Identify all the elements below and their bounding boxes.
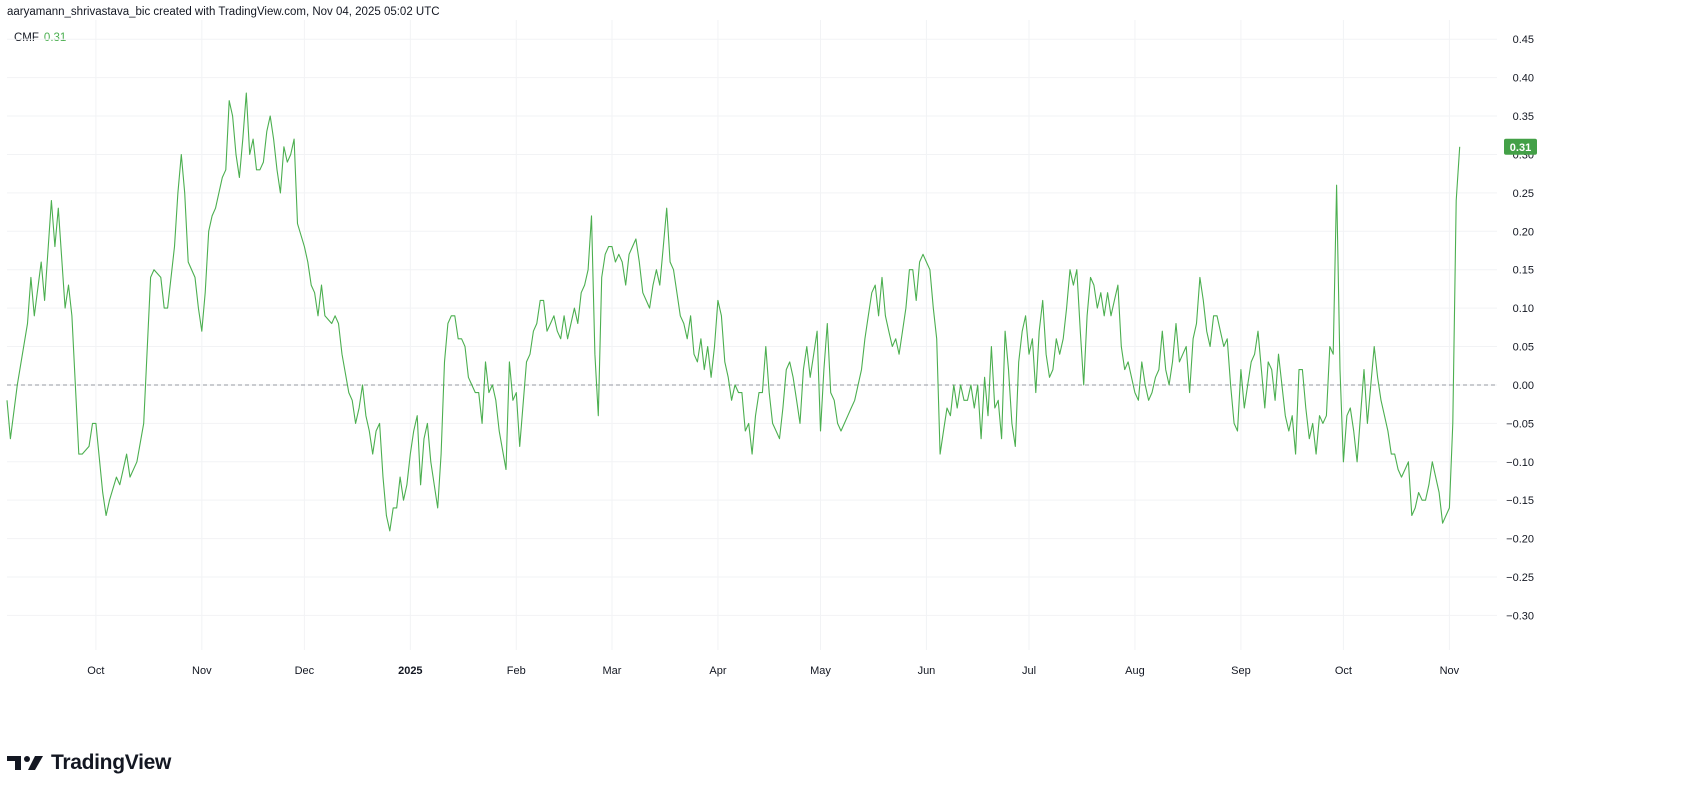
last-value-badge-bg <box>1504 138 1537 155</box>
x-tick-label: Nov <box>1440 665 1460 677</box>
x-tick-label: Aug <box>1125 665 1145 677</box>
y-tick-label: 0.40 <box>1513 73 1534 85</box>
x-tick-label: Oct <box>87 665 104 677</box>
x-tick-label: Dec <box>295 665 315 677</box>
x-tick-label: Feb <box>507 665 526 677</box>
x-tick-label: Apr <box>709 665 726 677</box>
y-tick-label: −0.25 <box>1506 572 1534 584</box>
y-tick-label: −0.10 <box>1506 457 1534 469</box>
legend-indicator-value: 0.31 <box>43 32 67 44</box>
y-tick-label: 0.05 <box>1513 342 1534 354</box>
chart-caption: aaryamann_shrivastava_bic created with T… <box>7 6 440 18</box>
grid-lines <box>7 20 1497 650</box>
x-tick-label: 2025 <box>398 665 422 677</box>
x-tick-label: Jun <box>918 665 936 677</box>
legend-indicator-name: CMF <box>14 32 39 44</box>
tradingview-logo-text: TradingView <box>51 751 172 774</box>
indicator-legend[interactable]: CMF 0.31 <box>14 32 66 44</box>
y-tick-label: 0.25 <box>1513 188 1534 200</box>
x-axis[interactable]: Oct Nov Dec 2025 Feb Mar Apr May Jun Jul Aug Sep Oct… <box>87 665 1459 677</box>
cmf-line <box>6 92 1461 532</box>
last-value-badge-label: 0.31 <box>1510 142 1531 154</box>
y-tick-label: −0.05 <box>1506 418 1534 430</box>
y-tick-label: 0.00 <box>1513 380 1534 392</box>
x-tick-label: May <box>810 665 831 677</box>
x-tick-label: Oct <box>1335 665 1352 677</box>
y-axis[interactable]: 0.450.400.350.300.250.200.150.100.050.00… <box>1506 34 1534 622</box>
y-tick-label: −0.30 <box>1506 610 1534 622</box>
last-value-badge: 0.31 <box>1504 138 1537 155</box>
x-tick-label: Sep <box>1231 665 1251 677</box>
y-tick-label: 0.35 <box>1513 111 1534 123</box>
y-tick-label: 0.10 <box>1513 303 1534 315</box>
y-tick-label: −0.15 <box>1506 495 1534 507</box>
y-tick-label: 0.45 <box>1513 34 1534 46</box>
tradingview-logo-icon <box>7 756 43 770</box>
x-tick-label: Mar <box>603 665 622 677</box>
y-tick-label: 0.15 <box>1513 265 1534 277</box>
x-tick-label: Jul <box>1022 665 1036 677</box>
cmf-series <box>6 92 1461 532</box>
y-tick-label: −0.20 <box>1506 534 1534 546</box>
tradingview-logo[interactable]: TradingView <box>7 750 171 776</box>
x-tick-label: Nov <box>192 665 212 677</box>
y-tick-label: 0.20 <box>1513 226 1534 238</box>
